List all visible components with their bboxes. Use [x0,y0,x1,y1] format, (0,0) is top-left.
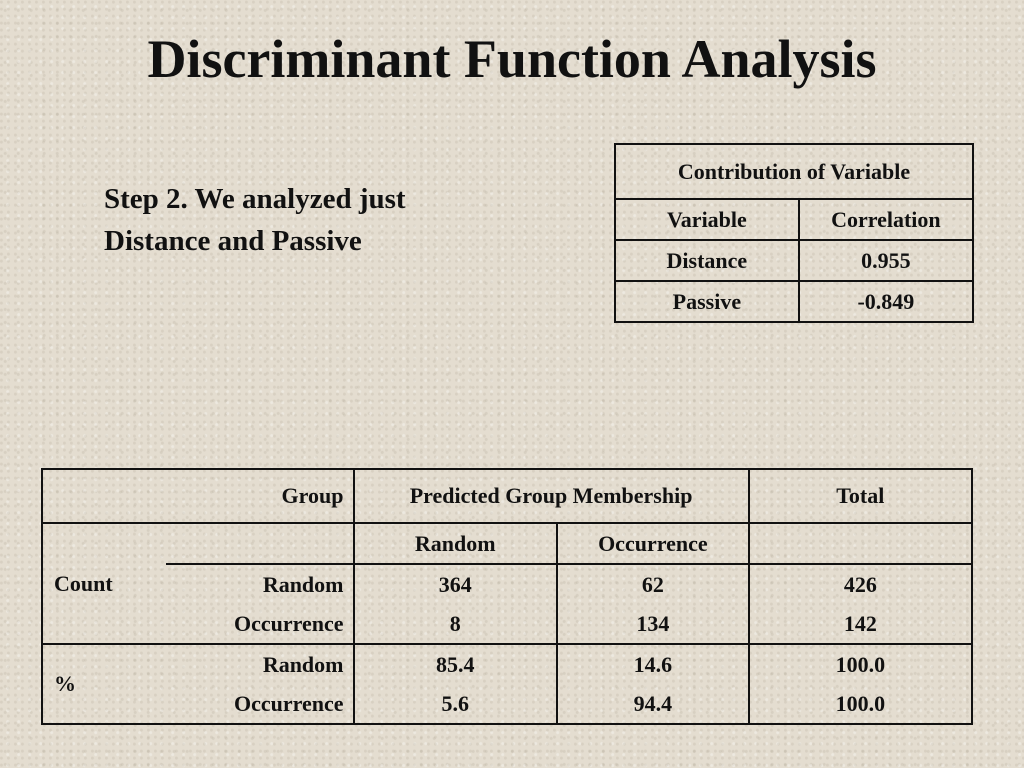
value-cell: 94.4 [556,684,750,725]
value-cell: 8 [352,604,558,645]
empty-cell [747,522,974,565]
step-description: Step 2. We analyzed just Distance and Pa… [104,178,524,262]
subheader-occurrence: Occurrence [556,522,750,565]
value-cell: 14.6 [556,643,750,684]
table-row: Occurrence 5.6 94.4 100.0 [42,684,974,725]
value-cell: 134 [556,604,750,645]
row-label: Occurrence [165,684,355,725]
column-header-correlation: Correlation [797,198,975,241]
count-label: Count [41,522,166,645]
total-header: Total [747,468,974,524]
value-cell: 5.6 [352,684,558,725]
value-cell: 426 [747,563,974,604]
value-cell: 100.0 [747,684,974,725]
step-line-2: Distance and Passive [104,225,362,257]
predicted-header: Predicted Group Membership [352,468,750,524]
row-label: Random [165,563,355,604]
classification-table: Group Predicted Group Membership Total C… [41,468,974,725]
value-cell: 85.4 [352,643,558,684]
group-header: Group [41,468,355,524]
variable-cell: Passive [614,280,800,323]
slide-title: Discriminant Function Analysis [147,29,877,89]
value-cell: 142 [747,604,974,645]
correlation-cell: 0.955 [797,239,975,282]
correlation-cell: -0.849 [797,280,975,323]
column-header-variable: Variable [614,198,800,241]
subheader-random: Random [352,522,558,565]
empty-cell [165,522,355,565]
step-line-1: Step 2. We analyzed just [104,183,406,215]
table-row: Distance 0.955 [614,239,975,282]
table-row: Occurrence 8 134 142 [42,604,974,645]
variable-cell: Distance [614,239,800,282]
contribution-table: Contribution of Variable Variable Correl… [614,143,975,323]
table-row: Random 364 62 426 [42,563,974,604]
table-row: % Random 85.4 14.6 100.0 [41,643,974,725]
table-row: Passive -0.849 [614,280,975,323]
percent-label: % [41,643,166,725]
value-cell: 364 [352,563,558,604]
contribution-caption: Contribution of Variable [614,143,974,200]
value-cell: 62 [556,563,750,604]
row-label: Occurrence [165,604,355,645]
row-label: Random [165,643,355,684]
value-cell: 100.0 [747,643,974,684]
